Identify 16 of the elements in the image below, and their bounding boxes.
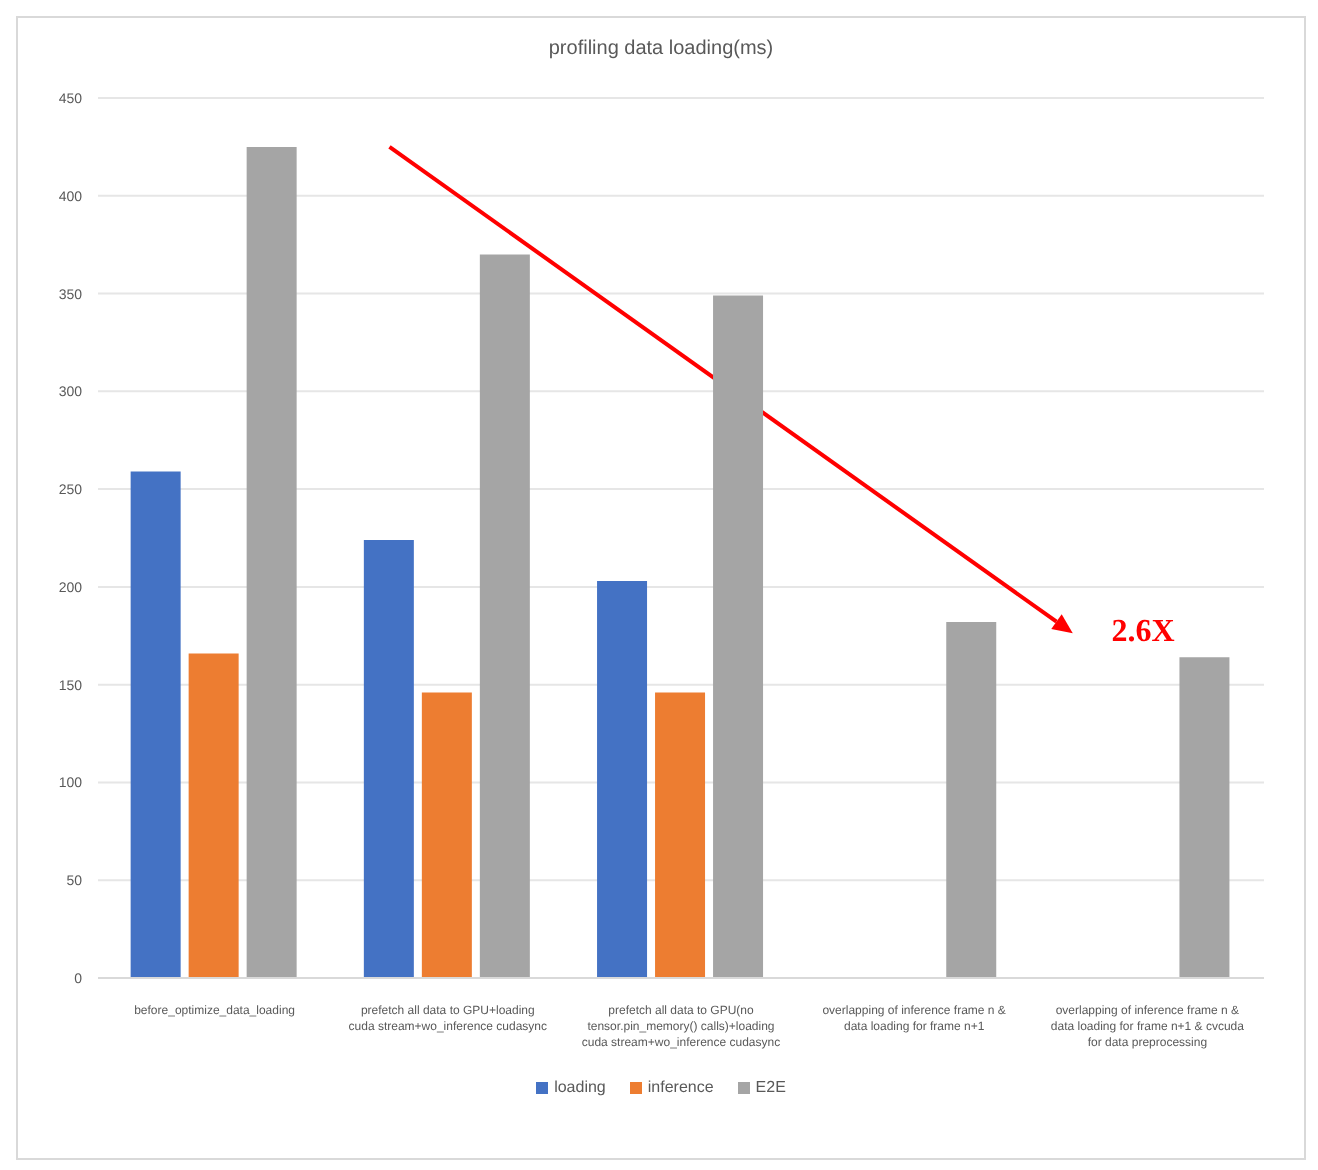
legend-label: E2E: [753, 1078, 786, 1096]
bar: [946, 622, 997, 978]
bar: [655, 692, 706, 978]
annotation: 2.6X: [1111, 615, 1176, 650]
legend-label: loading: [552, 1078, 606, 1096]
bar: [713, 295, 764, 978]
bar: [363, 539, 414, 978]
legend-label: inference: [645, 1078, 714, 1096]
bar: [188, 653, 239, 978]
bar: [130, 471, 181, 978]
bar: [597, 581, 648, 978]
bar: [1179, 657, 1230, 978]
bar: [421, 692, 472, 978]
bar: [246, 146, 297, 978]
chart-title: profiling data loading(ms): [546, 38, 776, 60]
bar: [479, 254, 530, 978]
